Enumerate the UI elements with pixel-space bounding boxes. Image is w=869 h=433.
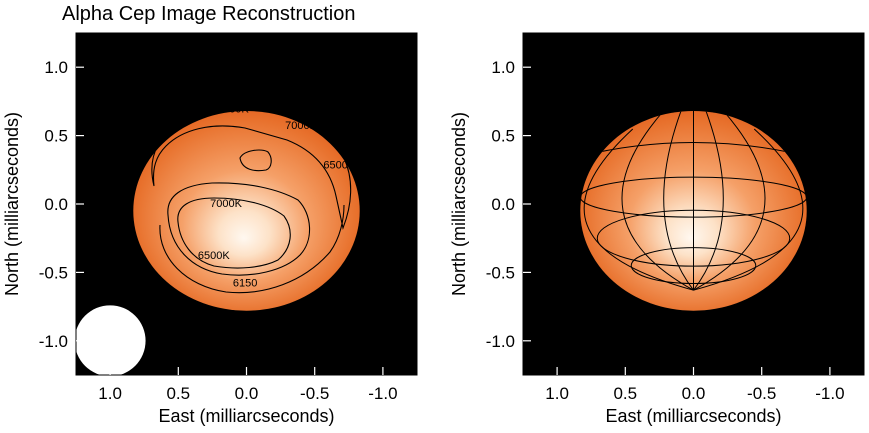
x-axis-label: East (milliarcseconds) bbox=[605, 406, 781, 426]
latitude-ring bbox=[596, 209, 791, 267]
y-axis-label: North (milliarcseconds) bbox=[2, 112, 22, 296]
chart-title: Alpha Cep Image Reconstruction bbox=[62, 3, 356, 25]
x-tick-label: -0.5 bbox=[747, 384, 776, 403]
y-tick-label: 0.0 bbox=[491, 195, 515, 214]
meridian-line bbox=[663, 110, 694, 291]
y-tick-label: 1.0 bbox=[491, 58, 515, 77]
x-tick-label: 1.0 bbox=[98, 384, 122, 403]
star-disk bbox=[133, 110, 360, 311]
meridian-line bbox=[621, 110, 694, 291]
meridian-line bbox=[583, 128, 694, 291]
latitude-ring bbox=[580, 141, 807, 157]
contour-cool-spot bbox=[239, 149, 272, 172]
meridian-line bbox=[693, 110, 724, 291]
beam-disk bbox=[74, 305, 146, 377]
x-tick-label: 0.0 bbox=[682, 384, 706, 403]
meridian-line bbox=[693, 110, 766, 291]
latitude-ring bbox=[580, 176, 807, 218]
y-tick-label: 0.0 bbox=[44, 195, 68, 214]
x-tick-label: -1.0 bbox=[368, 384, 397, 403]
contour-lines bbox=[151, 106, 352, 294]
contour-label: 6500K bbox=[323, 160, 355, 172]
latitude-ring bbox=[630, 247, 757, 285]
contour-7000k-inner bbox=[177, 197, 291, 269]
contour-label: 6500K bbox=[217, 104, 249, 116]
coordinate-grid bbox=[580, 110, 807, 291]
x-tick-label: 1.0 bbox=[545, 384, 569, 403]
contour-label: 7000K bbox=[210, 198, 242, 210]
x-tick-label: 0.5 bbox=[166, 384, 190, 403]
contour-label: 6500K bbox=[198, 250, 230, 262]
y-tick-label: -0.5 bbox=[486, 263, 515, 282]
x-tick-label: 0.5 bbox=[613, 384, 637, 403]
y-tick-label: 1.0 bbox=[44, 58, 68, 77]
contour-outer bbox=[151, 106, 352, 230]
y-axis-label: North (milliarcseconds) bbox=[449, 112, 469, 296]
chart-panel-1: 6500K 7000K 6500K 7000K 6500K 6150 1.0 0.5 0.0 -0… bbox=[2, 32, 418, 426]
y-tick-label: 0.5 bbox=[44, 127, 68, 146]
contour-label: 7000K bbox=[285, 120, 317, 132]
x-tick-label: 0.0 bbox=[235, 384, 259, 403]
x-tick-label: -1.0 bbox=[815, 384, 844, 403]
x-axis-label: East (milliarcseconds) bbox=[158, 406, 334, 426]
y-tick-label: -0.5 bbox=[39, 263, 68, 282]
contour-label: 6150 bbox=[233, 277, 257, 289]
meridian-line bbox=[693, 128, 804, 291]
contour-6150 bbox=[159, 204, 345, 294]
chart-panel-2: 1.0 0.5 0.0 -0.5 -1.0 1.0 0.5 0.0 -0.5 -1.0 East (… bbox=[449, 32, 865, 426]
y-tick-label: -1.0 bbox=[39, 332, 68, 351]
contour-6500k-inner bbox=[167, 182, 311, 276]
y-tick-label: 0.5 bbox=[491, 127, 515, 146]
y-tick-label: -1.0 bbox=[486, 332, 515, 351]
x-tick-label: -0.5 bbox=[300, 384, 329, 403]
